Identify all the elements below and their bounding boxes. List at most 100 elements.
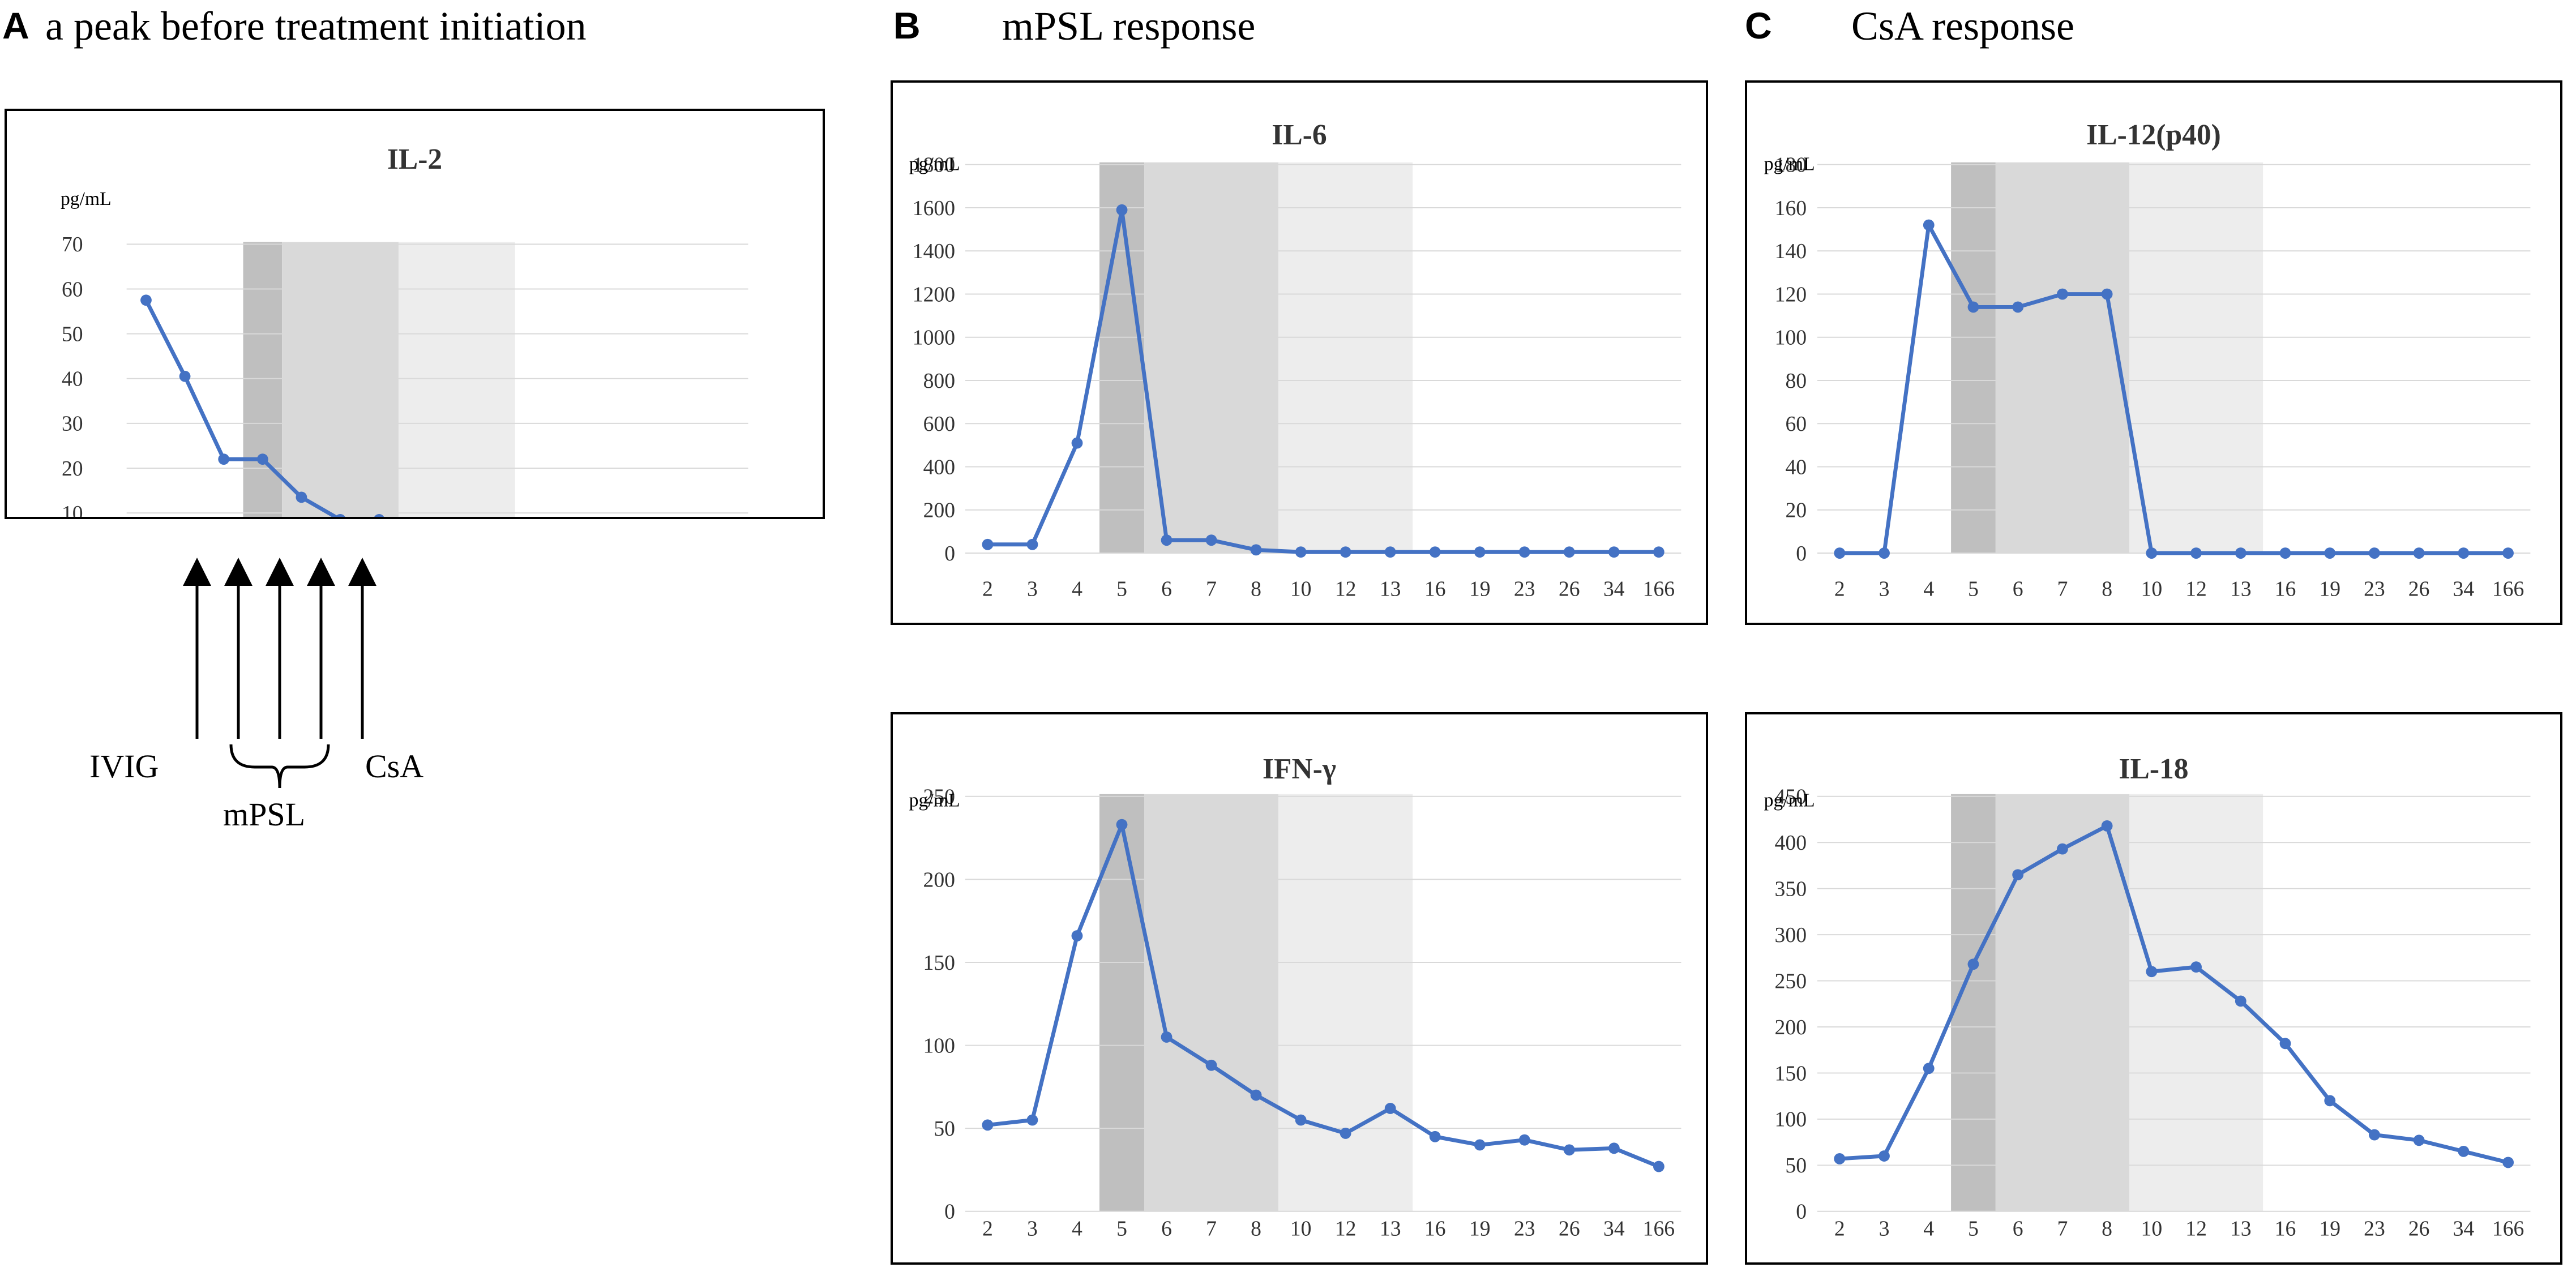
y-tick-label: 0 (1796, 1200, 1807, 1224)
x-tick-label: 166 (2492, 1217, 2524, 1240)
x-tick-label: 2 (1834, 1217, 1845, 1240)
series-line (987, 208, 1659, 554)
chart-il2-svg: 0102030405060702345678101213161923263416… (61, 143, 748, 517)
data-point (1563, 546, 1575, 558)
x-tick-label: 3 (1027, 577, 1038, 601)
data-point (982, 538, 994, 550)
band-mpsl (1995, 794, 2129, 1211)
y-tick-label: 60 (62, 278, 83, 301)
x-tick-label: 6 (2013, 1217, 2023, 1240)
x-tick-label: 6 (1161, 577, 1172, 601)
y-tick-label: 20 (62, 457, 83, 481)
data-point (2190, 961, 2202, 973)
series-line (1839, 223, 2509, 555)
data-point (2369, 547, 2380, 559)
y-tick-label: 40 (62, 368, 83, 391)
x-tick-label: 34 (2453, 577, 2475, 601)
x-tick-label: 16 (1424, 1217, 1446, 1240)
x-tick-label: 12 (2185, 577, 2207, 601)
data-point (1608, 546, 1620, 558)
chart-ifng: 0 50 100 150 200 250 2 3 4 5 6 7 8 10 12 13 16 19 23 26 34 16… (891, 712, 1708, 1265)
data-point (1250, 1089, 1262, 1101)
x-tick-label: 10 (2141, 577, 2163, 601)
x-tick-label: 34 (2453, 1217, 2475, 1240)
x-tick-label: 16 (2275, 577, 2296, 601)
y-tick-label: 1800 (913, 153, 955, 177)
x-tick-label: 26 (2408, 1217, 2430, 1240)
band-csa (1278, 162, 1413, 554)
data-point (1563, 1144, 1575, 1156)
x-tick-label: 8 (1251, 577, 1261, 601)
x-tick-label: 4 (1923, 1217, 1934, 1240)
y-unit-label: pg/mL (61, 189, 112, 209)
chart-title: IL-2 (387, 143, 442, 175)
y-tick-label: 350 (1775, 877, 1807, 901)
data-point (256, 453, 268, 465)
x-tick-label: 10 (2141, 1217, 2163, 1240)
y-tick-label: 150 (1775, 1061, 1807, 1085)
x-tick-label: 7 (1206, 1217, 1217, 1240)
x-tick-label: 5 (1968, 1217, 1979, 1240)
y-tick-label: 0 (1796, 542, 1807, 566)
x-tick-label: 26 (2408, 577, 2430, 601)
csa-label: CsA (365, 748, 424, 785)
y-tick-label: 100 (923, 1034, 956, 1057)
x-tick-label: 8 (2102, 1217, 2112, 1240)
x-tick-label: 166 (1643, 1217, 1675, 1240)
x-tick-label: 2 (1834, 577, 1845, 601)
x-tick-label: 12 (1335, 577, 1357, 601)
mpsl-brace (229, 744, 330, 789)
y-tick-label: 70 (62, 233, 83, 256)
x-tick-label: 5 (1116, 1217, 1127, 1240)
data-point (1205, 534, 1217, 546)
data-point (1161, 534, 1173, 546)
data-point (2502, 547, 2514, 559)
y-tick-label: 600 (923, 412, 956, 436)
data-point (2056, 843, 2068, 855)
x-tick-label: 19 (2319, 577, 2340, 601)
mpsl-label: mPSL (223, 796, 306, 833)
y-tick-label: 1400 (913, 239, 955, 263)
y-unit-label: pg/mL (909, 154, 960, 175)
x-tick-label: 2 (982, 577, 993, 601)
chart-title: IL-6 (1272, 119, 1326, 151)
data-point (1429, 1131, 1441, 1142)
data-point (2146, 547, 2158, 559)
y-tick-label: 50 (62, 323, 83, 346)
data-point (1340, 1128, 1351, 1139)
y-tick-label: 200 (1775, 1016, 1807, 1039)
x-tick-label: 10 (1290, 1217, 1312, 1240)
data-point (1923, 219, 1935, 231)
y-tick-label: 250 (923, 785, 956, 809)
y-tick-label: 150 (923, 951, 956, 975)
x-tick-label: 6 (2013, 577, 2023, 601)
y-tick-label: 1000 (913, 326, 955, 350)
data-point (1878, 1150, 1890, 1162)
data-point (1923, 1063, 1935, 1074)
data-point (1340, 546, 1351, 558)
y-tick-label: 140 (1775, 239, 1807, 263)
data-point (1474, 546, 1486, 558)
data-point (1967, 301, 1979, 313)
y-tick-label: 10 (62, 502, 83, 517)
chart-il12: 0 20 40 60 80 100 120 140 160 180 2 3 4 5 6 7 8 10 12 13 16 1… (1745, 80, 2562, 625)
data-point (1026, 538, 1038, 550)
band-mpsl (282, 242, 399, 517)
data-point (2012, 301, 2024, 313)
chart-il6: 0 200 400 600 800 1000 1200 1400 1600 1800 2 3 4 5 6 7 8… (891, 80, 1708, 625)
y-tick-label: 120 (1775, 282, 1807, 306)
x-tick-label: 7 (2057, 577, 2068, 601)
x-tick-label: 13 (2230, 577, 2252, 601)
data-point (2324, 547, 2336, 559)
chart-title: IFN-γ (1263, 753, 1336, 785)
y-unit-label: pg/mL (909, 790, 960, 811)
band-mpsl (1995, 162, 2129, 554)
data-point (2458, 1145, 2470, 1157)
y-tick-label: 0 (944, 542, 955, 566)
panel-b-title: mPSL response (1002, 3, 1256, 49)
x-tick-label: 10 (1290, 577, 1312, 601)
data-point (982, 1119, 994, 1131)
y-tick-label: 80 (1785, 369, 1807, 393)
band-ivig (243, 242, 283, 517)
